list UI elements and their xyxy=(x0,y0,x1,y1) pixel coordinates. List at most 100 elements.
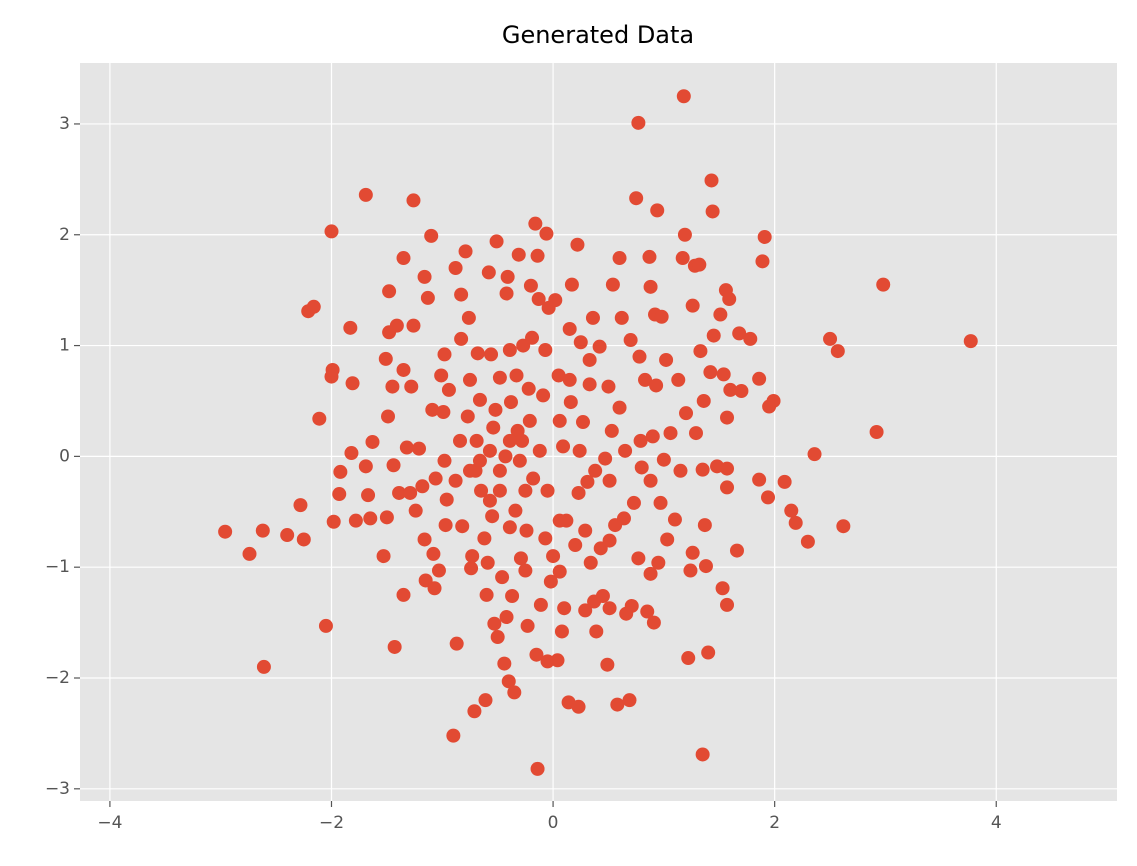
point xyxy=(396,587,411,602)
point xyxy=(343,320,358,335)
point xyxy=(296,532,311,547)
point xyxy=(420,290,435,305)
point xyxy=(472,392,487,407)
point xyxy=(495,570,510,585)
point xyxy=(602,473,617,488)
point xyxy=(640,604,655,619)
point xyxy=(482,493,497,508)
point xyxy=(624,598,639,613)
point xyxy=(500,269,515,284)
point xyxy=(757,229,772,244)
point xyxy=(448,261,463,275)
point xyxy=(649,378,664,393)
point xyxy=(499,610,514,625)
point xyxy=(465,549,480,564)
point xyxy=(734,384,749,398)
point xyxy=(548,293,563,308)
point xyxy=(563,395,578,410)
point xyxy=(437,453,452,468)
x-tick-label: 4 xyxy=(991,813,1002,833)
point xyxy=(502,433,517,448)
point xyxy=(480,555,495,570)
point xyxy=(325,362,340,377)
point xyxy=(716,367,731,382)
point xyxy=(536,388,551,403)
point xyxy=(498,449,513,464)
point xyxy=(604,423,619,438)
y-tick-label: 0 xyxy=(59,446,70,466)
point xyxy=(518,563,533,578)
point xyxy=(673,463,688,478)
point xyxy=(698,559,713,574)
point xyxy=(461,310,476,325)
point xyxy=(679,406,694,421)
point xyxy=(380,409,395,424)
y-tick-label: 2 xyxy=(59,225,70,245)
point xyxy=(526,471,541,486)
point xyxy=(766,393,781,408)
point xyxy=(551,368,566,383)
point xyxy=(293,498,308,513)
point xyxy=(720,480,735,495)
point xyxy=(589,624,604,639)
point xyxy=(256,659,271,674)
point xyxy=(280,528,295,543)
point xyxy=(643,566,658,581)
point xyxy=(469,433,484,448)
point xyxy=(723,382,738,397)
point xyxy=(830,344,845,359)
point xyxy=(614,310,629,325)
point xyxy=(404,379,419,394)
point xyxy=(642,249,657,264)
point xyxy=(492,370,507,385)
point xyxy=(706,328,721,343)
point xyxy=(332,487,347,502)
y-tick-label: 3 xyxy=(59,114,70,134)
point xyxy=(532,443,547,458)
point xyxy=(379,510,394,525)
point xyxy=(550,653,565,668)
point xyxy=(387,639,402,654)
point xyxy=(437,347,452,362)
point xyxy=(344,446,359,461)
point xyxy=(556,439,571,454)
point xyxy=(552,513,567,528)
point xyxy=(348,513,363,528)
point xyxy=(512,453,527,468)
point xyxy=(752,371,767,386)
point xyxy=(528,216,543,231)
point xyxy=(645,429,660,444)
point xyxy=(602,533,617,548)
x-tick-label: 2 xyxy=(769,813,780,833)
point xyxy=(470,346,485,361)
point xyxy=(460,409,475,424)
point xyxy=(358,187,373,202)
point xyxy=(681,651,696,666)
point xyxy=(752,472,767,487)
point xyxy=(406,318,421,333)
point xyxy=(602,601,617,616)
point xyxy=(378,351,393,366)
point xyxy=(382,284,397,299)
point xyxy=(667,512,682,527)
point xyxy=(703,365,718,380)
point xyxy=(453,433,468,448)
point xyxy=(521,381,536,396)
point xyxy=(358,459,373,474)
point xyxy=(454,331,469,346)
point xyxy=(533,597,548,612)
point xyxy=(643,279,658,294)
point xyxy=(462,463,477,478)
point xyxy=(656,452,671,467)
point xyxy=(530,248,545,263)
point xyxy=(431,563,446,578)
y-tick-label: −2 xyxy=(45,668,70,688)
point xyxy=(492,483,507,498)
point xyxy=(242,546,257,561)
point xyxy=(788,515,803,530)
point xyxy=(485,509,500,524)
point xyxy=(499,286,514,301)
point xyxy=(729,543,744,558)
point xyxy=(479,587,494,602)
